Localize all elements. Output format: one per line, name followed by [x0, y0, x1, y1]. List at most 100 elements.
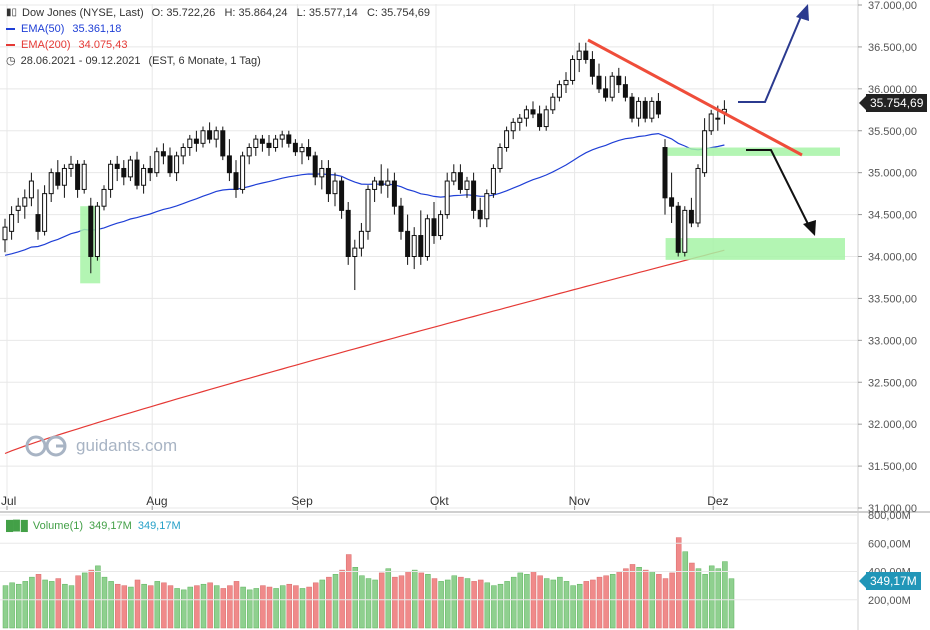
volume-bar — [55, 578, 62, 629]
y-tick-label: 33.000,00 — [868, 335, 917, 347]
volume-bar — [141, 583, 147, 629]
candle-body — [570, 58, 576, 81]
legend-range: 28.06.2021 - 09.12.2021 — [20, 55, 141, 67]
clock-icon: ◷ — [6, 55, 16, 67]
candle-body — [583, 50, 589, 60]
candle-body — [273, 138, 279, 149]
candle-body — [688, 209, 694, 224]
volume-bar — [609, 574, 616, 629]
candle-body — [35, 214, 41, 232]
legend-ema200-value: 34.075,43 — [78, 39, 128, 51]
volume-bar — [596, 576, 603, 629]
candle-body — [312, 155, 318, 178]
candle-body — [9, 214, 15, 232]
volume-bar — [180, 589, 187, 629]
candle-body — [484, 193, 490, 220]
legend-range-note: (EST, 6 Monate, 1 Tag) — [148, 55, 261, 67]
candle-body — [2, 226, 8, 241]
ema50-swatch — [6, 28, 15, 30]
legend-range-row: ◷ 28.06.2021 - 09.12.2021 (EST, 6 Monate… — [6, 53, 430, 69]
candle-body — [193, 138, 199, 144]
volume-bar — [352, 567, 359, 629]
volume-bar — [590, 579, 596, 629]
candle-body — [457, 172, 463, 190]
candle-body — [563, 79, 569, 86]
candle-body — [279, 134, 285, 140]
candle-body — [669, 197, 675, 207]
candle-body — [42, 193, 48, 232]
x-axis: Jul Aug Sep Okt Nov Dez — [1, 494, 729, 510]
candle-body — [451, 172, 457, 182]
volume-bar — [603, 575, 609, 629]
candle-body — [411, 235, 417, 258]
candle-body — [490, 167, 496, 195]
candle-body — [55, 172, 61, 186]
volume-bar — [497, 583, 504, 629]
candle-body — [88, 205, 94, 257]
candle-body — [391, 180, 397, 207]
volume-bar — [662, 578, 669, 629]
candle-body — [708, 113, 714, 132]
candle-body — [471, 180, 477, 211]
y-tick-label: 35.500,00 — [868, 126, 917, 138]
candle-body — [438, 214, 444, 237]
candle-body — [550, 96, 556, 111]
chart-legend: ▮▯ Dow Jones (NYSE, Last) O: 35.722,26 H… — [6, 5, 430, 69]
candle-body — [556, 84, 562, 98]
candle-body — [385, 180, 391, 186]
volume-bar — [42, 579, 48, 629]
volume-bar — [359, 575, 365, 629]
candle-body — [114, 163, 120, 169]
candlestick-icon: ▮▯ — [6, 7, 18, 18]
volume-bar — [623, 568, 629, 629]
candle-body — [616, 75, 622, 86]
candle-body — [431, 218, 437, 237]
volume-bar — [458, 576, 464, 629]
volume-bar — [629, 564, 636, 629]
candle-body — [266, 142, 272, 149]
candle-body — [306, 147, 312, 157]
volume-bar — [62, 583, 68, 629]
legend-title: Dow Jones (NYSE, Last) — [22, 7, 144, 19]
x-tick-label: Aug — [146, 494, 167, 508]
candle-body — [358, 230, 364, 249]
volume-bars — [2, 537, 735, 629]
volume-bar — [570, 585, 576, 629]
volume-bar — [246, 589, 253, 629]
y-tick-label: 34.000,00 — [868, 252, 917, 264]
candle-body — [259, 138, 265, 144]
volume-bar — [378, 572, 385, 629]
volume-bar — [636, 567, 642, 629]
candle-body — [675, 205, 681, 253]
legend-ohlc: O: 35.722,26 H: 35.864,24 L: 35.577,14 C… — [151, 7, 430, 19]
volume-bar — [550, 579, 557, 629]
volume-tick-label: 600,00M — [868, 538, 911, 550]
volume-bar — [134, 579, 141, 629]
volume-bar — [689, 562, 695, 629]
candle-body — [352, 247, 358, 258]
candle-body — [253, 138, 259, 149]
candle-body — [609, 75, 615, 98]
volume-bar — [114, 583, 121, 629]
x-tick-label: Sep — [291, 494, 313, 508]
resistance-trendline — [587, 38, 803, 157]
y-axis: 37.000,00 36.500,00 36.000,00 35.500,00 35.0… — [858, 0, 917, 515]
volume-bar — [669, 572, 675, 629]
volume-icon: █▉█ — [6, 520, 28, 532]
candle-body — [589, 58, 595, 77]
candle-body — [504, 130, 510, 149]
candle-body — [332, 180, 338, 195]
volume-bar — [372, 579, 378, 629]
volume-bar — [451, 575, 458, 629]
volume-bar — [418, 572, 425, 629]
candle-body — [372, 180, 378, 190]
candle-body — [200, 130, 206, 144]
volume-bar — [444, 579, 451, 629]
volume-bar — [491, 585, 497, 629]
volume-bar — [174, 588, 180, 629]
volume-bar — [101, 576, 108, 629]
y-tick-label: 36.500,00 — [868, 42, 917, 54]
volume-bar — [708, 565, 715, 629]
